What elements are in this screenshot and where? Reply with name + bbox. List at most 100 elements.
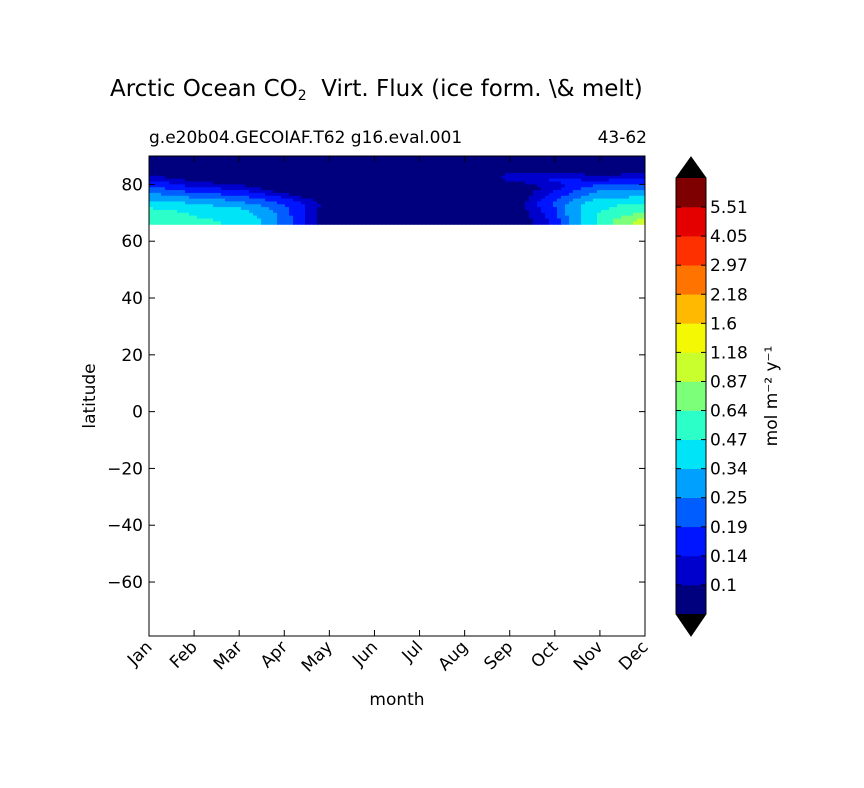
heatmap-cell: [529, 178, 534, 183]
heatmap-cell: [405, 190, 410, 194]
heatmap-cell: [237, 192, 242, 197]
heatmap-cell: [521, 192, 526, 197]
heatmap-cell: [593, 204, 598, 208]
heatmap-cell: [569, 178, 574, 183]
heatmap-cell: [525, 167, 530, 171]
heatmap-cell: [257, 156, 262, 160]
heatmap-cell: [573, 175, 578, 180]
heatmap-cell: [321, 178, 326, 183]
heatmap-cell: [317, 173, 322, 177]
heatmap-cell: [305, 181, 310, 185]
heatmap-cell: [165, 204, 170, 208]
heatmap-cell: [525, 198, 530, 203]
heatmap-cell: [385, 167, 390, 171]
heatmap-cell: [165, 178, 170, 183]
heatmap-cell: [453, 212, 458, 217]
heatmap-cell: [285, 198, 290, 203]
heatmap-cell: [629, 178, 634, 183]
heatmap-cell: [405, 173, 410, 177]
heatmap-cell: [377, 181, 382, 185]
heatmap-cell: [301, 173, 306, 177]
heatmap-cell: [449, 198, 454, 203]
heatmap-cell: [581, 173, 586, 177]
heatmap-cell: [577, 218, 582, 222]
heatmap-cell: [345, 207, 350, 211]
heatmap-cell: [209, 215, 214, 220]
heatmap-cell: [381, 212, 386, 217]
heatmap-cell: [413, 170, 418, 174]
heatmap-cell: [425, 175, 430, 180]
heatmap-cell: [369, 221, 374, 225]
heatmap-cell: [257, 158, 262, 163]
heatmap-cell: [293, 184, 298, 188]
heatmap-cell: [473, 158, 478, 163]
y-tick-label: 60: [121, 232, 143, 252]
heatmap-cell: [205, 221, 210, 225]
heatmap-cell: [549, 161, 554, 166]
heatmap-cell: [157, 156, 162, 160]
heatmap-cell: [409, 170, 414, 174]
heatmap-cell: [561, 221, 566, 225]
heatmap-cell: [581, 192, 586, 197]
heatmap-cell: [417, 184, 422, 188]
heatmap-cell: [465, 178, 470, 183]
heatmap-cell: [573, 198, 578, 203]
heatmap-cell: [565, 167, 570, 171]
heatmap-cell: [489, 190, 494, 194]
heatmap-cell: [229, 221, 234, 225]
heatmap-cell: [461, 158, 466, 163]
heatmap-cell: [353, 170, 358, 174]
heatmap-cell: [429, 195, 434, 200]
heatmap-cell: [197, 201, 202, 205]
heatmap-cell: [353, 195, 358, 200]
heatmap-cell: [313, 156, 318, 160]
heatmap-cell: [241, 204, 246, 208]
heatmap-cell: [541, 204, 546, 208]
heatmap-cell: [573, 221, 578, 225]
heatmap-cell: [409, 178, 414, 183]
heatmap-cell: [229, 181, 234, 185]
heatmap-cell: [537, 218, 542, 222]
heatmap-cell: [273, 167, 278, 171]
heatmap-cell: [477, 221, 482, 225]
heatmap-cell: [417, 198, 422, 203]
heatmap-cell: [557, 164, 562, 168]
heatmap-cell: [393, 201, 398, 205]
heatmap-cell: [181, 184, 186, 188]
heatmap-cell: [357, 173, 362, 177]
heatmap-cell: [317, 195, 322, 200]
heatmap-cell: [633, 195, 638, 200]
heatmap-cell: [389, 201, 394, 205]
heatmap-cell: [629, 167, 634, 171]
heatmap-cell: [329, 158, 334, 163]
heatmap-cell: [185, 170, 190, 174]
heatmap-cell: [161, 195, 166, 200]
heatmap-cell: [417, 187, 422, 191]
heatmap-cell: [289, 164, 294, 168]
heatmap-cell: [385, 184, 390, 188]
heatmap-cell: [249, 167, 254, 171]
heatmap-cell: [417, 204, 422, 208]
heatmap-cell: [545, 209, 550, 214]
heatmap-cell: [613, 209, 618, 214]
heatmap-cell: [537, 209, 542, 214]
heatmap-cell: [581, 212, 586, 217]
heatmap-cell: [641, 161, 645, 166]
heatmap-cell: [481, 175, 486, 180]
heatmap-cell: [617, 184, 622, 188]
heatmap-cell: [185, 164, 190, 168]
heatmap-cell: [485, 187, 490, 191]
heatmap-cell: [241, 173, 246, 177]
heatmap-cell: [541, 170, 546, 174]
heatmap-cell: [313, 184, 318, 188]
heatmap-cell: [233, 178, 238, 183]
heatmap-cell: [401, 207, 406, 211]
heatmap-cell: [313, 192, 318, 197]
heatmap-cell: [417, 212, 422, 217]
heatmap-cell: [593, 175, 598, 180]
heatmap-cell: [341, 221, 346, 225]
heatmap-cell: [605, 192, 610, 197]
heatmap-cell: [333, 156, 338, 160]
heatmap-cell: [473, 192, 478, 197]
heatmap-cell: [521, 201, 526, 205]
